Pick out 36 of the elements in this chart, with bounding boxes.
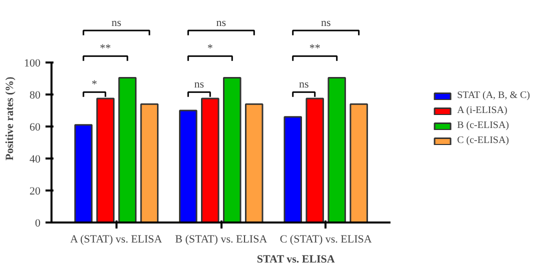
text: ns [320,16,331,29]
legend-label: C (c-ELISA) [457,135,510,146]
bar [74,124,93,222]
text: ns [216,16,226,29]
x-tick-label: C (STAT) vs. ELISA [280,234,372,246]
bar [244,103,264,222]
bar [328,76,346,222]
bar [179,110,198,222]
y-tick-label: 100 [24,58,41,70]
bar [118,76,137,222]
annotation: * [92,78,98,90]
bar [223,76,242,222]
y-tick-label: 80 [30,90,41,102]
annotation: ns [194,78,204,90]
legend-label: B (c-ELISA) [457,120,510,131]
y-tick-label: 20 [30,186,41,198]
bar [306,98,324,222]
bar [284,116,302,222]
y-tick-label: 60 [30,122,41,134]
bar [350,103,368,222]
y-tick-label: 40 [30,154,41,166]
bar [201,98,220,222]
text: ** [309,42,320,54]
legend-label: A (i-ELISA) [457,105,508,116]
y-tick-label: 0 [35,218,41,230]
annotation: ns [298,78,309,90]
text: * [207,42,213,54]
bar [140,103,159,222]
text: ** [100,42,111,54]
legend-label: STAT (A, B, & C) [457,90,530,101]
text: ns [112,16,122,29]
x-tick-label: A (STAT) vs. ELISA [70,234,162,246]
y-axis-title: Positive rates (%) [4,76,16,160]
x-tick-label: B (STAT) vs. ELISA [175,234,268,246]
x-axis-title: STAT vs. ELISA [256,254,335,266]
bar [96,98,115,222]
